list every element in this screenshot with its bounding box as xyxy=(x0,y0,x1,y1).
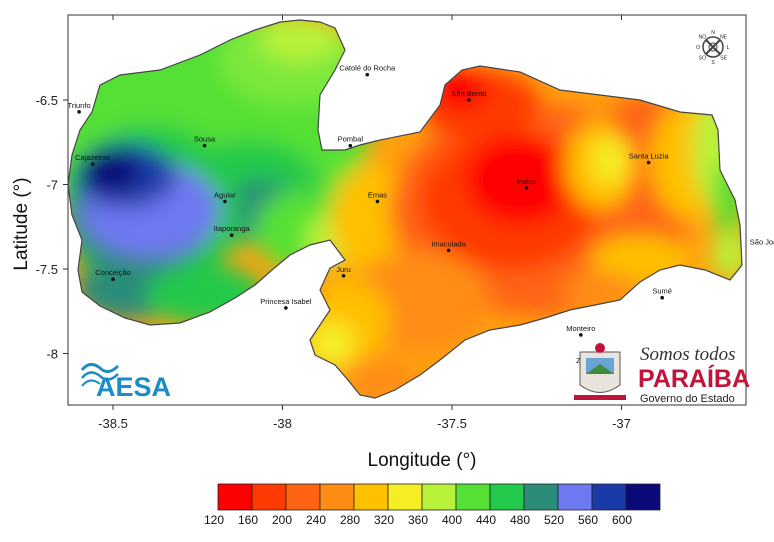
legend-label: 200 xyxy=(272,513,292,527)
legend-swatch xyxy=(523,483,559,511)
aesa-logo-text: AESA xyxy=(96,372,171,402)
compass-label: N xyxy=(711,30,715,36)
legend-label: 440 xyxy=(476,513,496,527)
y-tick-label: -6.5 xyxy=(36,93,58,108)
y-tick-label: -7.5 xyxy=(36,262,58,277)
color-legend: 120 160 200 240 280 320 360 400 440 480 520 560 600 xyxy=(204,483,661,527)
legend-swatch xyxy=(421,483,457,511)
legend-swatch xyxy=(557,483,593,511)
somos-todos-text: Somos todos xyxy=(640,344,736,365)
city-dot xyxy=(284,306,288,310)
legend-label: 320 xyxy=(374,513,394,527)
governo-text: Governo do Estado xyxy=(640,393,735,405)
y-axis: -6.5 -7 -7.5 -8 xyxy=(36,93,68,362)
city-dot xyxy=(202,143,207,148)
city-dot xyxy=(579,333,583,337)
legend-label: 280 xyxy=(340,513,360,527)
city-dot xyxy=(446,248,451,253)
legend-label: 160 xyxy=(238,513,258,527)
city-markers: Triunfo Catolé do Rocha São Bento Sousa Pomb… xyxy=(68,64,774,369)
city-dot xyxy=(90,162,95,167)
y-tick-label: -7 xyxy=(46,178,58,193)
city-label: Patos xyxy=(517,177,536,186)
legend-label: 240 xyxy=(306,513,326,527)
legend-swatch xyxy=(455,483,491,511)
y-tick-label: -8 xyxy=(46,347,58,362)
legend-swatch xyxy=(489,483,525,511)
city-dot xyxy=(467,98,471,102)
legend-label: 360 xyxy=(408,513,428,527)
city-label: Imaculada xyxy=(431,239,466,248)
city-label: Cajazeiras xyxy=(75,153,111,162)
legend-label: 120 xyxy=(204,513,224,527)
city-dot xyxy=(111,277,115,281)
legend-swatch xyxy=(591,483,627,511)
legend-swatch xyxy=(353,483,389,511)
city-label: Sousa xyxy=(194,135,216,144)
compass-label: NO xyxy=(699,34,707,40)
x-tick-label: -37 xyxy=(612,416,631,431)
city-label: Princesa Isabel xyxy=(260,297,312,306)
city-dot xyxy=(365,72,370,77)
legend-swatch xyxy=(319,483,355,511)
city-label: Catolé do Rocha xyxy=(339,64,396,73)
city-dot xyxy=(524,186,529,190)
city-label: São Bento xyxy=(451,89,486,98)
legend-swatch xyxy=(387,483,423,511)
city-dot xyxy=(646,160,651,165)
city-label: Sumé xyxy=(652,287,672,296)
coat-of-arms-icon xyxy=(574,343,626,400)
legend-swatch xyxy=(217,483,253,511)
legend-swatch xyxy=(625,483,661,511)
city-label: Pombal xyxy=(338,135,364,144)
x-tick-label: -38 xyxy=(273,416,292,431)
city-label: Itaporanga xyxy=(214,224,251,233)
legend-label: 560 xyxy=(578,513,598,527)
city-label: Santa Luzia xyxy=(629,152,669,161)
aesa-wave-icon xyxy=(80,363,120,387)
city-dot xyxy=(229,233,234,237)
legend-swatch xyxy=(251,483,287,511)
compass-rose: N NE LSE S SO O NO xyxy=(696,30,730,66)
legend-label: 480 xyxy=(510,513,530,527)
city-label: Aguiar xyxy=(214,190,236,199)
paraiba-text: PARAÍBA xyxy=(638,364,750,393)
x-axis-title: Longitude (°) xyxy=(367,450,477,471)
legend-label: 400 xyxy=(442,513,462,527)
city-dot xyxy=(223,199,227,204)
city-dot xyxy=(341,273,346,278)
city-label: Emas xyxy=(368,190,387,199)
city-label: Juru xyxy=(336,265,351,274)
aesa-logo: AESA xyxy=(80,363,171,402)
city-dot xyxy=(375,199,380,204)
city-dot xyxy=(660,295,664,300)
x-tick-label: -37.5 xyxy=(437,416,467,431)
city-label: Triunfo xyxy=(68,101,91,110)
compass-label: NE xyxy=(720,34,728,40)
compass-label: L xyxy=(727,45,730,51)
x-axis: -38.5-38-37.5-37-36.5-36-35.5-35 xyxy=(98,15,631,431)
legend-label: 520 xyxy=(544,513,564,527)
compass-label: SE xyxy=(720,56,727,62)
legend-swatch xyxy=(285,483,321,511)
city-label: São João do Cariri xyxy=(750,238,774,247)
compass-label: O xyxy=(696,45,700,51)
legend-label: 600 xyxy=(612,513,632,527)
city-dot xyxy=(77,110,81,114)
compass-label: SO xyxy=(699,56,706,62)
city-dot xyxy=(348,143,353,148)
paraiba-logo: Somos todos PARAÍBA Governo do Estado xyxy=(574,343,750,405)
compass-label: S xyxy=(711,60,715,66)
city-label: Monteiro xyxy=(566,324,595,333)
y-axis-title: Latitude (°) xyxy=(11,177,32,271)
x-tick-label: -38.5 xyxy=(98,416,128,431)
city-label: Conceição xyxy=(95,268,130,277)
